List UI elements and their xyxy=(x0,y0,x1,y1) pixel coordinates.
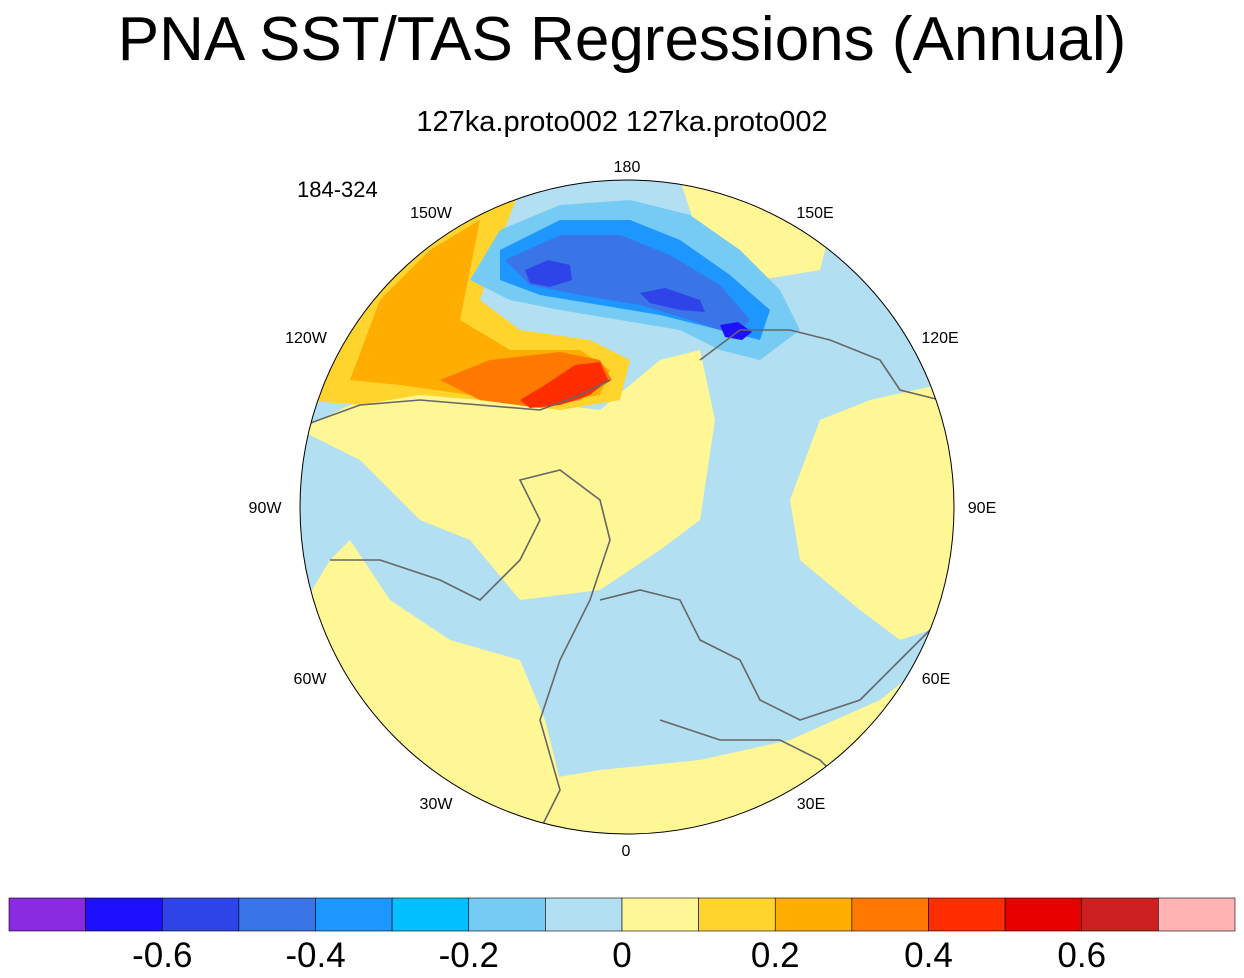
lon-label-150w: 150W xyxy=(410,205,453,222)
colorbar-tick-label: 0.2 xyxy=(751,936,800,975)
colorbar-box xyxy=(1004,897,1083,932)
colorbar-box xyxy=(468,897,546,932)
coastline-north-america xyxy=(304,379,611,831)
colorbar-box xyxy=(698,897,776,932)
map-border xyxy=(299,179,955,835)
lon-label-150e: 150E xyxy=(796,205,833,222)
colorbar-tick-label: 0 xyxy=(612,936,631,975)
lon-label-120w: 120W xyxy=(285,330,328,347)
colorbar-tick-label: 0.4 xyxy=(904,936,953,975)
coastline-east-asia xyxy=(699,329,951,441)
field-positive-atlantic xyxy=(300,540,560,834)
lon-label-180: 180 xyxy=(614,159,641,176)
lon-label-90e: 90E xyxy=(968,500,996,517)
field-layer xyxy=(300,180,954,834)
lon-label-120e: 120E xyxy=(921,330,958,347)
field-minimum-kamchatka xyxy=(720,322,752,340)
field-maximum-alaska xyxy=(520,362,608,408)
colorbar-box xyxy=(1158,897,1236,932)
colorbar-box xyxy=(621,897,699,932)
colorbar-box xyxy=(391,897,470,932)
lon-label-0: 0 xyxy=(622,843,631,860)
lon-label-30e: 30E xyxy=(797,796,825,813)
subtitle: 127ka.proto002 127ka.proto002 xyxy=(416,106,828,138)
colorbar-box xyxy=(774,897,853,932)
colorbar-tick-label: -0.2 xyxy=(439,936,499,975)
field-positive-asia xyxy=(790,380,954,640)
lon-label-90w: 90W xyxy=(249,500,283,517)
field-positive-africa xyxy=(540,640,954,834)
colorbar-box xyxy=(545,897,623,932)
field-negative-core-dark xyxy=(525,260,572,287)
colorbar-box xyxy=(928,897,1006,932)
lon-label-30w: 30W xyxy=(420,796,454,813)
colorbar-box xyxy=(851,897,929,932)
polar-map xyxy=(299,179,955,835)
field-negative-core-dark-2 xyxy=(640,288,705,312)
colorbar-box xyxy=(8,897,86,932)
lon-label-60w: 60W xyxy=(294,671,328,688)
main-title: PNA SST/TAS Regressions (Annual) xyxy=(117,5,1127,74)
longitude-labels: 180 150E 120E 90E 60E 30E 0 30W 60W 90W … xyxy=(249,159,997,860)
colorbar-tick-label: -0.4 xyxy=(285,936,345,975)
field-positive-pacific-east xyxy=(680,180,830,280)
colorbar: -0.6 -0.4 -0.2 0 0.2 0.4 0.6 xyxy=(8,897,1236,975)
colorbar-tick-label: -0.6 xyxy=(132,936,192,975)
colorbar-box xyxy=(161,897,240,932)
colorbar-box xyxy=(238,897,316,932)
field-positive-north-america xyxy=(300,350,715,600)
period-label: 184-324 xyxy=(297,177,378,202)
colorbar-box xyxy=(1081,897,1159,932)
lon-label-60e: 60E xyxy=(922,671,950,688)
colorbar-box xyxy=(85,897,163,932)
colorbar-box xyxy=(315,897,393,932)
colorbar-tick-label: 0.6 xyxy=(1057,936,1106,975)
